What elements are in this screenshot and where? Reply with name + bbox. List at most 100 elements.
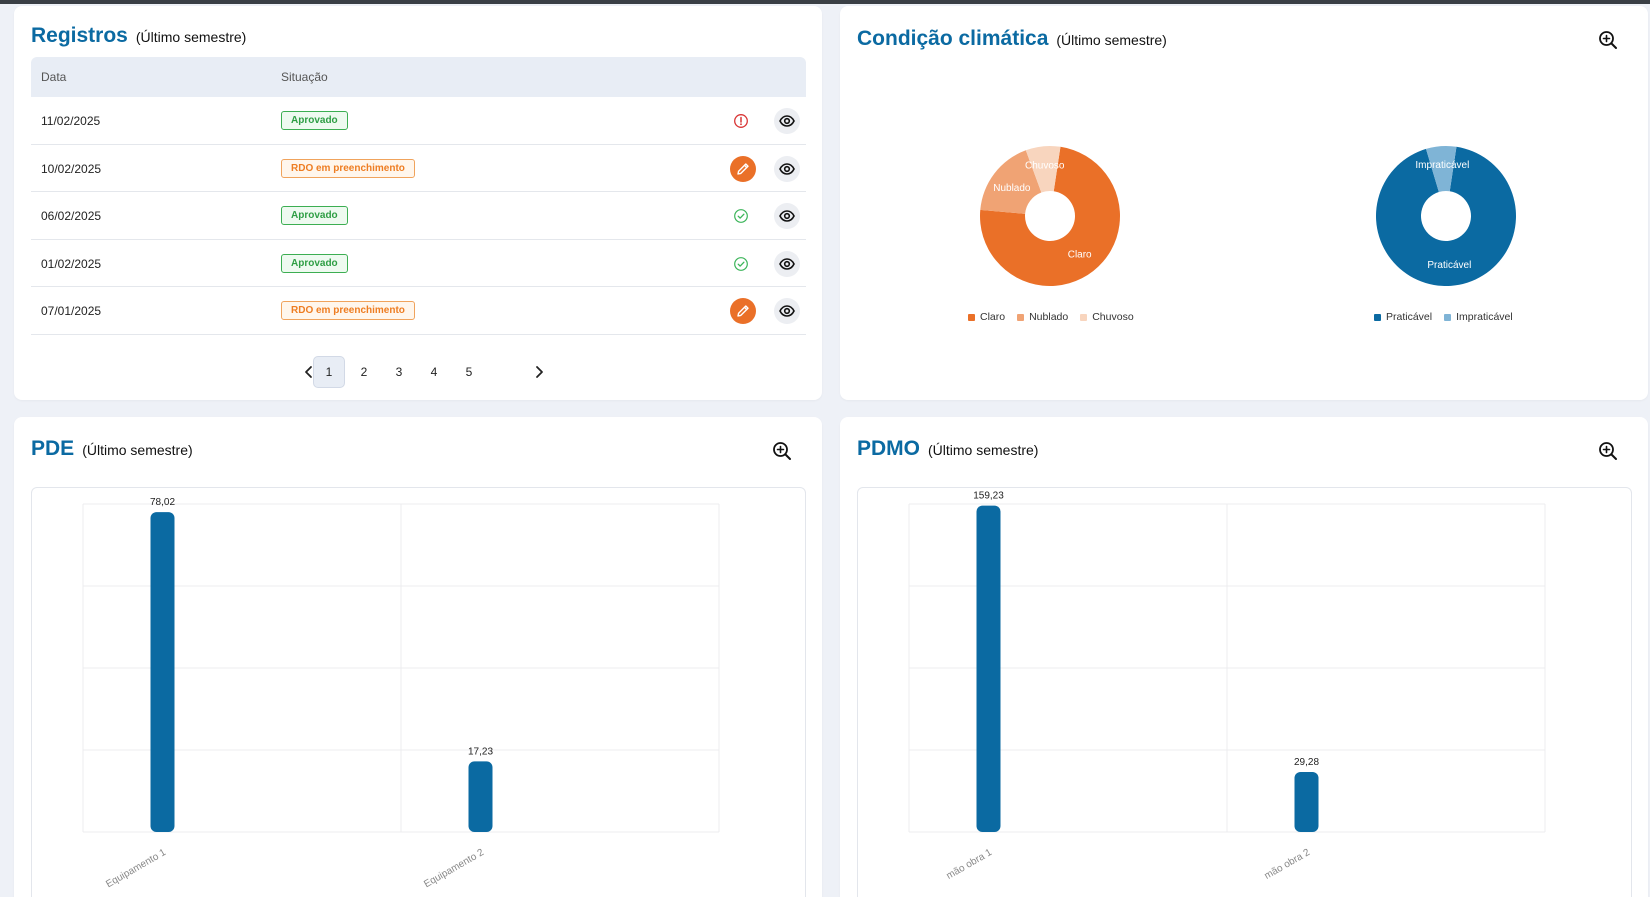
legend-label: Chuvoso <box>1092 311 1134 323</box>
praticabilidade-legend: Praticável Impraticável <box>1374 311 1513 323</box>
table-header: Data Situação <box>31 57 806 97</box>
pde-card: PDE (Último semestre) 78,02 Equipamento 1… <box>14 417 822 897</box>
pdmo-header: PDMO (Último semestre) <box>857 437 1038 461</box>
eye-icon <box>779 115 795 127</box>
view-button[interactable] <box>774 250 800 277</box>
x-tick-label: mão obra 2 <box>1263 847 1313 882</box>
legend-label: Claro <box>980 311 1006 323</box>
clima-header: Condição climática (Último semestre) <box>857 27 1167 51</box>
legend-label: Nublado <box>1029 311 1069 323</box>
clima-card: Condição climática (Último semestre) Cla… <box>840 6 1648 400</box>
clima-pie-chart: Claro Nublado Chuvoso <box>980 146 1120 286</box>
prev-page-button[interactable] <box>293 356 325 388</box>
edit-button[interactable] <box>730 155 756 182</box>
table-row: 11/02/2025 Aprovado <box>31 97 806 145</box>
zoom-in-icon <box>773 442 791 460</box>
zoom-in-icon <box>1599 31 1617 49</box>
pencil-icon <box>737 162 749 175</box>
status-indicator <box>729 252 753 276</box>
view-button[interactable] <box>774 203 800 230</box>
legend-item[interactable]: Praticável <box>1374 311 1432 323</box>
view-button[interactable] <box>774 155 800 182</box>
bar-value-label: 78,02 <box>150 497 175 508</box>
status-badge: RDO em preenchimento <box>281 158 415 178</box>
table-row: 01/02/2025 Aprovado <box>31 240 806 288</box>
pdmo-bar-chart: 159,23 mão obra 1 29,28 mão obra 2 <box>908 491 1546 882</box>
bar[interactable] <box>1294 771 1319 832</box>
legend-swatch <box>1017 313 1025 321</box>
top-bar <box>0 0 1650 4</box>
legend-item[interactable]: Claro <box>968 311 1005 323</box>
legend-item[interactable]: Chuvoso <box>1080 311 1134 323</box>
legend-swatch <box>1374 313 1381 321</box>
x-tick-label: Equipamento 1 <box>104 847 168 890</box>
row-date: 07/01/2025 <box>41 304 102 319</box>
bar[interactable] <box>468 761 493 832</box>
pde-header: PDE (Último semestre) <box>31 437 193 461</box>
legend-label: Impraticável <box>1456 311 1513 323</box>
page-3-button[interactable]: 3 <box>395 365 403 379</box>
status-indicator <box>729 109 753 133</box>
pie-slice[interactable] <box>1425 146 1457 193</box>
pdmo-subtitle: (Último semestre) <box>928 442 1039 458</box>
bar-value-label: 17,23 <box>468 746 493 757</box>
pie-slice[interactable] <box>1376 146 1516 286</box>
chevron-left-icon <box>305 366 312 378</box>
slice-label: Impraticável <box>1415 160 1469 171</box>
pde-chart-box: 78,02 Equipamento 1 17,23 Equipamento 2 <box>31 487 806 897</box>
status-badge: Aprovado <box>281 111 348 130</box>
view-button[interactable] <box>774 108 800 134</box>
row-date: 06/02/2025 <box>41 209 102 224</box>
page-2-button[interactable]: 2 <box>360 365 368 379</box>
pdmo-title: PDMO <box>857 437 920 460</box>
pie-slice[interactable] <box>980 146 1120 286</box>
zoom-in-button[interactable] <box>1596 439 1620 463</box>
bar[interactable] <box>976 505 1001 832</box>
table-row: 10/02/2025 RDO em preenchimento <box>31 145 806 193</box>
legend-item[interactable]: Nublado <box>1017 311 1068 323</box>
page-5-button[interactable]: 5 <box>465 365 473 379</box>
zoom-in-button[interactable] <box>1596 28 1620 52</box>
zoom-in-button[interactable] <box>770 439 794 463</box>
legend-item[interactable]: Impraticável <box>1444 311 1513 323</box>
table-row: 07/01/2025 RDO em preenchimento <box>31 287 806 335</box>
check-circle-icon <box>734 209 748 224</box>
clima-title: Condição climática <box>857 27 1049 50</box>
bar-value-label: 29,28 <box>1294 757 1319 768</box>
row-date: 10/02/2025 <box>41 161 102 176</box>
alert-circle-icon <box>734 114 748 128</box>
view-button[interactable] <box>774 298 800 325</box>
status-badge: Aprovado <box>281 253 348 273</box>
bar[interactable] <box>150 512 175 832</box>
eye-icon <box>779 257 795 270</box>
pde-bar-chart: 78,02 Equipamento 1 17,23 Equipamento 2 <box>82 497 720 890</box>
edit-button[interactable] <box>730 298 756 325</box>
clima-legend: Claro Nublado Chuvoso <box>968 311 1134 323</box>
row-date: 11/02/2025 <box>41 114 101 128</box>
x-tick-label: mão obra 1 <box>945 847 995 882</box>
pagination: 1 2 3 4 5 <box>14 356 822 390</box>
column-header-data: Data <box>41 70 67 84</box>
slice-label: Claro <box>1068 250 1092 261</box>
slice-label: Nublado <box>993 183 1031 194</box>
registros-header: Registros (Último semestre) <box>31 24 246 48</box>
eye-icon <box>779 162 795 175</box>
x-tick-label: Equipamento 2 <box>422 847 486 890</box>
next-page-button[interactable] <box>523 356 555 388</box>
slice-label: Chuvoso <box>1025 160 1065 171</box>
pdmo-chart-box: 159,23 mão obra 1 29,28 mão obra 2 <box>857 487 1632 897</box>
eye-icon <box>779 305 795 318</box>
zoom-in-icon <box>1599 442 1617 460</box>
pencil-icon <box>737 305 749 318</box>
slice-label: Praticável <box>1427 260 1471 271</box>
page-4-button[interactable]: 4 <box>430 365 438 379</box>
pie-slice[interactable] <box>980 150 1042 214</box>
pie-slice[interactable] <box>1025 146 1061 193</box>
table-row: 06/02/2025 Aprovado <box>31 192 806 240</box>
pde-subtitle: (Último semestre) <box>82 442 193 458</box>
page-1-button[interactable]: 1 <box>313 356 345 388</box>
registros-title: Registros <box>31 24 128 47</box>
legend-swatch <box>1444 313 1452 321</box>
chevron-right-icon <box>536 366 543 378</box>
legend-swatch <box>1080 313 1088 321</box>
